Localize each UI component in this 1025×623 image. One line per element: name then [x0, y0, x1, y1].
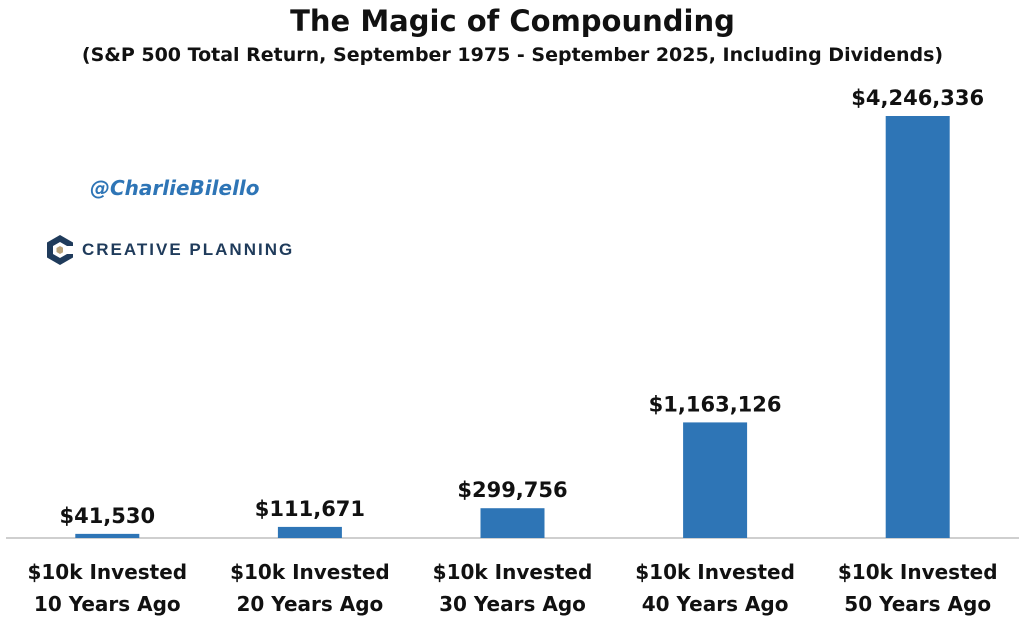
bar-value-label-3: $299,756	[457, 478, 567, 502]
category-label-2-line-1: $10k Invested	[230, 560, 390, 584]
category-label-2-line-2: 20 Years Ago	[237, 592, 384, 616]
brand-name: CREATIVE PLANNING	[82, 240, 295, 259]
bar-3	[480, 508, 545, 538]
category-label-1-line-2: 10 Years Ago	[34, 592, 181, 616]
bar-value-label-2: $111,671	[255, 497, 365, 521]
chart-subtitle: (S&P 500 Total Return, September 1975 - …	[81, 44, 944, 66]
category-label-5-line-1: $10k Invested	[838, 560, 998, 584]
bar-5	[885, 116, 950, 538]
category-label-1-line-1: $10k Invested	[27, 560, 187, 584]
bar-value-label-1: $41,530	[59, 504, 155, 528]
category-label-4-line-1: $10k Invested	[635, 560, 795, 584]
category-label-3-line-2: 30 Years Ago	[439, 592, 586, 616]
category-label-3-line-1: $10k Invested	[433, 560, 593, 584]
category-label-4-line-2: 40 Years Ago	[642, 592, 789, 616]
bar-2	[277, 526, 342, 538]
bar-value-label-4: $1,163,126	[649, 392, 782, 416]
brand-watermark: CREATIVE PLANNING	[46, 234, 294, 266]
author-handle: @CharlieBilello	[90, 176, 260, 200]
creative-planning-logo-icon	[47, 235, 74, 265]
category-label-5-line-2: 50 Years Ago	[844, 592, 991, 616]
chart-title: The Magic of Compounding	[290, 4, 735, 38]
bar-value-label-5: $4,246,336	[851, 86, 984, 110]
bar-1	[75, 533, 140, 538]
bar-4	[683, 422, 748, 538]
